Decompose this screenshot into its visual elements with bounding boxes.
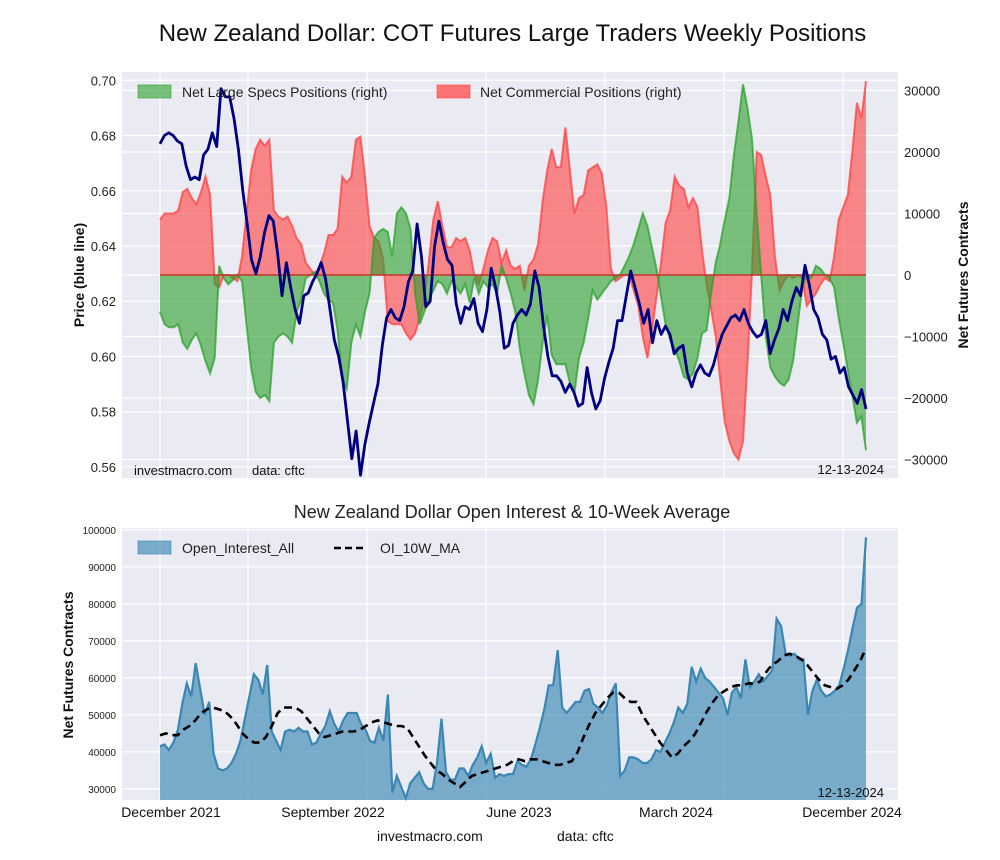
watermark-data: data: cftc — [252, 463, 305, 478]
bottom-ytick-label: 70000 — [88, 637, 116, 648]
specs-line — [159, 84, 867, 451]
right-ytick-label: 10000 — [904, 206, 940, 221]
left-ytick-label: 0.68 — [91, 129, 116, 144]
price-line — [158, 87, 868, 477]
top-legend: Net Large Specs Positions (right) Net Co… — [137, 84, 682, 100]
commercial-area — [160, 81, 866, 460]
bottom-ytick-label: 30000 — [88, 785, 116, 796]
bottom-ytick-label: 80000 — [88, 600, 116, 611]
legend-swatch-commercial — [436, 84, 471, 99]
open-interest-group — [159, 537, 868, 802]
bottom-ytick-label: 50000 — [88, 711, 116, 722]
left-ytick-label: 0.64 — [91, 239, 116, 254]
bottom-xticks: December 2021 September 2022 June 2023 Marc… — [121, 804, 902, 820]
open-interest-line — [159, 537, 868, 802]
left-ytick-label: 0.58 — [91, 405, 116, 420]
commercial-line — [159, 81, 867, 462]
footer-site: investmacro.com — [377, 828, 483, 844]
right-ytick-label: 30000 — [904, 83, 940, 98]
net-contracts-axis-label: Net Futures Contracts — [955, 201, 971, 348]
right-ytick-label: −30000 — [904, 453, 948, 468]
price-line-group — [158, 87, 868, 477]
open-interest-chart-title: New Zealand Dollar Open Interest & 10-We… — [293, 502, 731, 522]
bottom-date-label: 12-13-2024 — [818, 785, 885, 800]
bottom-ytick-label: 40000 — [88, 748, 116, 759]
watermark-site: investmacro.com — [134, 463, 232, 478]
bottom-xtick-label: September 2022 — [281, 804, 385, 820]
footer-data: data: cftc — [557, 828, 614, 844]
oi-10w-ma-line — [159, 647, 868, 789]
right-ytick-label: −10000 — [904, 330, 948, 345]
bottom-xtick-label: June 2023 — [486, 804, 552, 820]
left-ytick-label: 0.60 — [91, 349, 116, 364]
top-date-label: 12-13-2024 — [818, 462, 885, 477]
chart-title: New Zealand Dollar: COT Futures Large Tr… — [158, 20, 867, 47]
legend-label-oi: Open_Interest_All — [182, 540, 294, 556]
bottom-legend: Open_Interest_All OI_10W_MA — [137, 540, 461, 556]
top-position-areas — [159, 81, 867, 462]
left-ytick-label: 0.62 — [91, 294, 116, 309]
top-right-yticks: −30000 −20000 −10000 0 10000 20000 30000 — [904, 83, 948, 467]
legend-swatch-specs — [137, 84, 172, 99]
bottom-ytick-label: 90000 — [88, 563, 116, 574]
specs-area — [160, 84, 866, 451]
left-ytick-label: 0.70 — [91, 73, 116, 88]
oi-axis-label: Net Futures Contracts — [60, 591, 76, 738]
right-ytick-label: −20000 — [904, 391, 948, 406]
right-ytick-label: 20000 — [904, 145, 940, 160]
bottom-ytick-label: 100000 — [83, 526, 117, 537]
price-axis-label: Price (blue line) — [71, 223, 87, 327]
top-left-yticks: 0.56 0.58 0.60 0.62 0.64 0.66 0.68 0.70 — [91, 73, 116, 475]
right-ytick-label: 0 — [904, 268, 911, 283]
bottom-xtick-label: March 2024 — [639, 804, 713, 820]
bottom-xtick-label: December 2024 — [802, 804, 902, 820]
left-ytick-label: 0.66 — [91, 184, 116, 199]
legend-label-ma: OI_10W_MA — [380, 540, 461, 556]
bottom-yticks: 30000 40000 50000 60000 70000 80000 90000 10000… — [83, 526, 117, 796]
bottom-xtick-label: December 2021 — [121, 804, 221, 820]
left-ytick-label: 0.56 — [91, 460, 116, 475]
legend-swatch-oi — [137, 540, 172, 555]
legend-label-commercial: Net Commercial Positions (right) — [480, 84, 682, 100]
legend-label-specs: Net Large Specs Positions (right) — [182, 84, 387, 100]
bottom-ytick-label: 60000 — [88, 674, 116, 685]
